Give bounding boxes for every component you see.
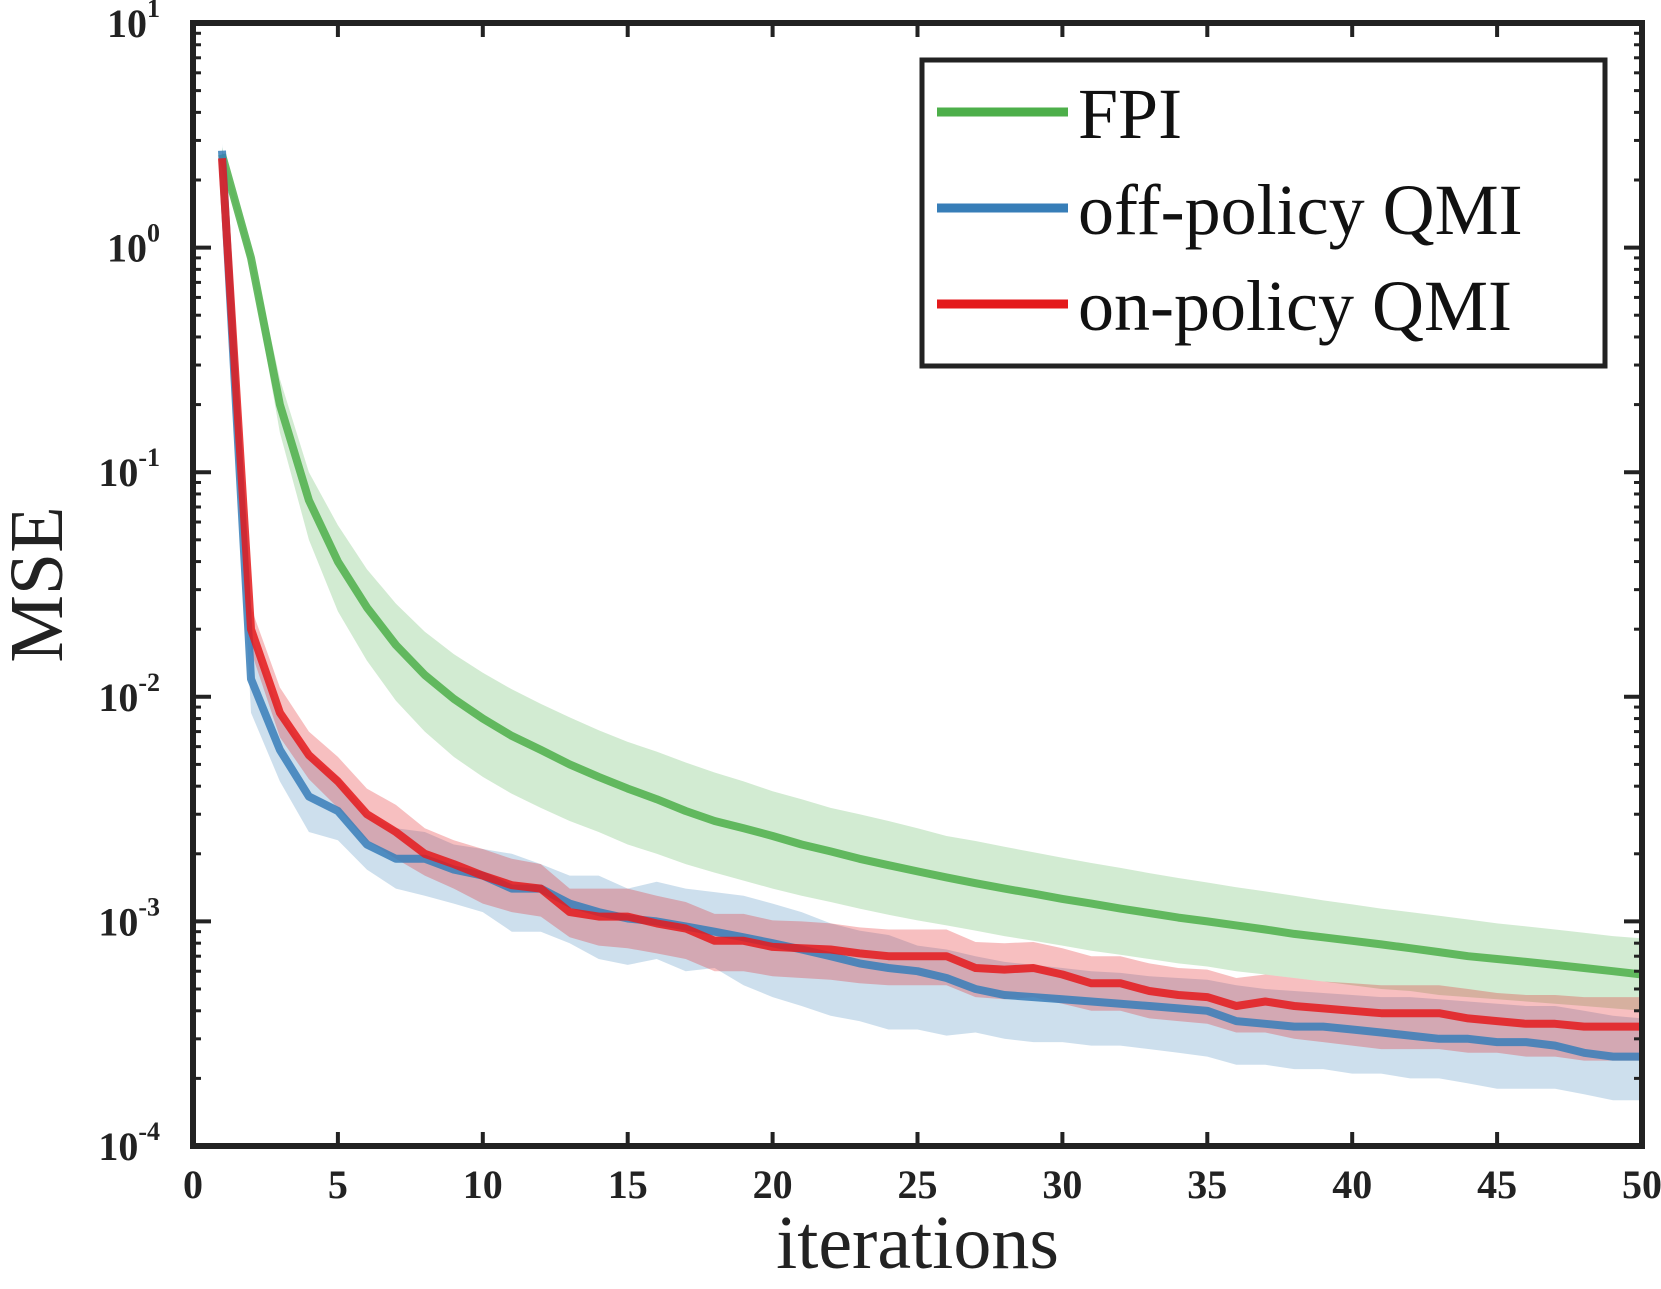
legend-label-off-policy-qmi: off-policy QMI xyxy=(1078,170,1523,250)
y-tick-label: 101 xyxy=(107,0,160,46)
y-axis-title: MSE xyxy=(0,506,79,662)
band-off-policy-qmi xyxy=(222,143,1642,1101)
legend: FPI off-policy QMI on-policy QMI xyxy=(919,57,1608,369)
y-tick-labels: 10-4 10-3 10-2 10-1 100 101 xyxy=(98,0,160,1169)
series-lines xyxy=(218,150,1643,1061)
x-tick-label: 25 xyxy=(898,1162,938,1207)
axis-ticks xyxy=(191,21,1644,1148)
legend-label-fpi: FPI xyxy=(1078,74,1182,154)
y-tick-label: 10-1 xyxy=(98,443,160,495)
line-fpi xyxy=(218,153,1643,979)
line-on-policy-qmi xyxy=(218,157,1642,1031)
x-tick-label: 0 xyxy=(183,1162,203,1207)
confidence-bands xyxy=(222,143,1642,1101)
x-tick-label: 45 xyxy=(1477,1162,1517,1207)
line-off-policy-qmi xyxy=(218,150,1642,1061)
y-tick-label: 10-2 xyxy=(98,668,160,720)
y-tick-label: 100 xyxy=(107,219,160,271)
x-tick-label: 50 xyxy=(1622,1162,1661,1207)
y-tick-label: 10-4 xyxy=(98,1117,160,1169)
x-axis-title: iterations xyxy=(776,1201,1059,1285)
x-tick-label: 20 xyxy=(753,1162,793,1207)
band-fpi xyxy=(222,147,1642,1011)
x-tick-label: 30 xyxy=(1042,1162,1082,1207)
x-tick-label: 15 xyxy=(608,1162,648,1207)
y-tick-label: 10-3 xyxy=(98,892,160,944)
x-tick-label: 40 xyxy=(1332,1162,1372,1207)
legend-label-on-policy-qmi: on-policy QMI xyxy=(1078,266,1512,346)
x-tick-label: 10 xyxy=(463,1162,503,1207)
x-tick-labels: 0 5 10 15 20 25 30 35 40 45 50 xyxy=(183,1162,1661,1207)
x-tick-label: 5 xyxy=(328,1162,348,1207)
x-tick-label: 35 xyxy=(1187,1162,1227,1207)
